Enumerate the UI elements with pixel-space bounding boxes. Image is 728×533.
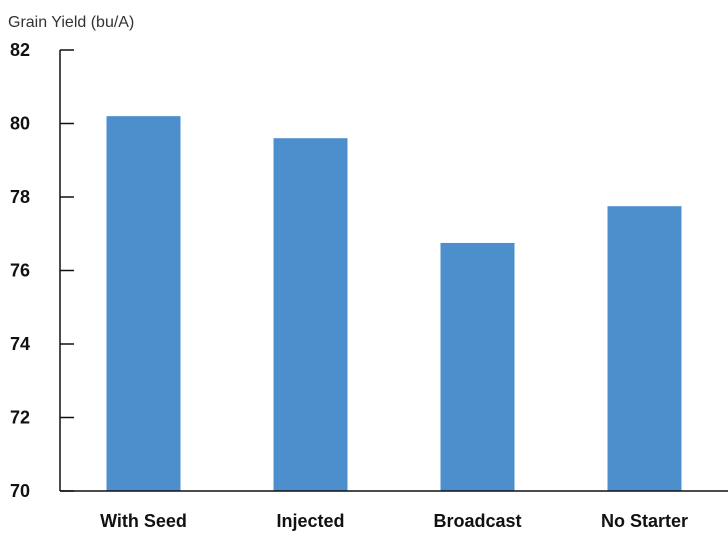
- x-tick-label: Injected: [276, 511, 344, 531]
- bars: [106, 116, 682, 492]
- x-axis: With Seed Injected Broadcast No Starter: [60, 490, 728, 531]
- x-tick-label: Broadcast: [433, 511, 521, 531]
- bar-broadcast: [440, 242, 515, 491]
- y-tick-label: 72: [10, 408, 30, 428]
- x-tick-label: No Starter: [601, 511, 688, 531]
- bar-injected: [273, 138, 348, 491]
- y-tick-label: 70: [10, 481, 30, 501]
- y-tick-label: 82: [10, 40, 30, 60]
- y-tick-label: 78: [10, 187, 30, 207]
- y-tick-label: 74: [10, 334, 30, 354]
- x-tick-label: With Seed: [100, 511, 187, 531]
- y-tick-label: 76: [10, 261, 30, 281]
- y-axis-label: Grain Yield (bu/A): [8, 14, 134, 31]
- bar-with-seed: [106, 116, 181, 492]
- y-tick-label: 80: [10, 114, 30, 134]
- bar-no-starter: [607, 206, 682, 491]
- y-axis: 70 72 74 76 78 80 82: [10, 40, 74, 501]
